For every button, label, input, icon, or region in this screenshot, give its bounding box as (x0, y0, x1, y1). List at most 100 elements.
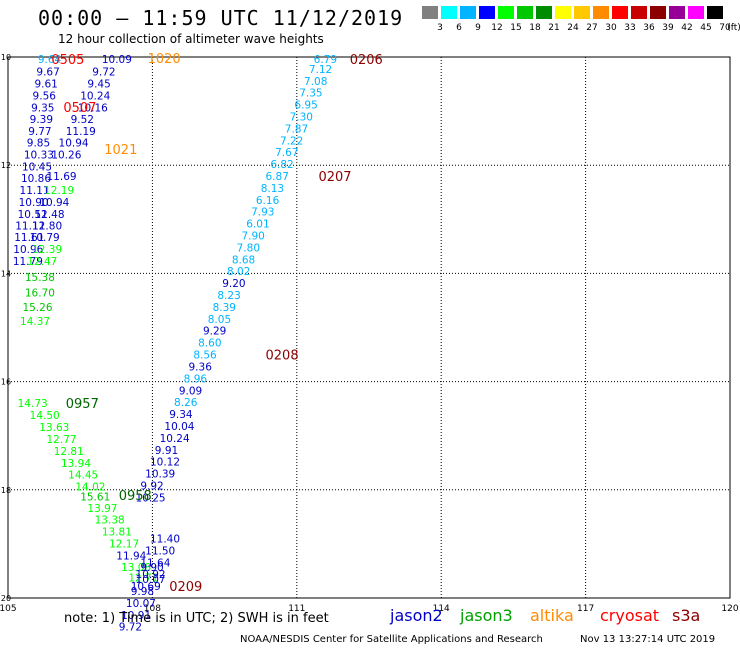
wave-height-label: 14.50 (30, 410, 60, 422)
wave-height-label: 9.36 (189, 361, 213, 373)
legend-label: 30 (605, 23, 617, 33)
wave-height-label: 9.52 (71, 114, 94, 126)
legend-swatch (631, 6, 647, 19)
wave-height-label: 12.77 (47, 434, 77, 446)
pass-time-label: 1020 (148, 52, 181, 67)
wave-height-label: 6.87 (266, 171, 289, 183)
lat-tick-label: 12 (1, 161, 11, 170)
wave-height-label: 10.90 (19, 197, 49, 209)
wave-height-label: 7.30 (290, 112, 313, 124)
legend-unit: (ft) (727, 23, 740, 33)
satellite-label-altika: altika (530, 606, 574, 625)
legend-label: 9 (475, 23, 481, 33)
wave-height-label: 8.23 (217, 290, 240, 302)
legend-label: 18 (529, 23, 541, 33)
wave-height-label: 11.64 (140, 557, 170, 569)
wave-height-label: 7.12 (309, 64, 332, 76)
pass-time-label: 0206 (350, 53, 383, 68)
wave-height-label: 10.39 (145, 469, 175, 481)
wave-height-label: 10.69 (131, 581, 161, 593)
wave-height-label: 12.47 (27, 256, 57, 268)
legend-label: 27 (586, 23, 598, 33)
legend-swatch (498, 6, 514, 19)
wave-height-label: 14.73 (18, 398, 48, 410)
wave-height-label: 10.25 (136, 492, 166, 504)
wave-height-label: 11.69 (47, 171, 77, 183)
legend-label: 3 (437, 23, 443, 33)
lon-tick-label: 117 (577, 604, 594, 614)
satellite-label-s3a: s3a (672, 606, 701, 625)
wave-height-label: 11.12 (15, 220, 45, 232)
wave-height-label: 13.38 (95, 515, 125, 527)
satellite-label-jason3: jason3 (460, 606, 513, 625)
wave-height-label: 6.79 (314, 54, 337, 66)
wave-height-label: 10.79 (30, 232, 60, 244)
wave-height-label: 12.19 (44, 185, 74, 197)
wave-height-label: 6.95 (294, 100, 317, 112)
wave-height-label: 7.22 (280, 135, 303, 147)
wave-height-label: 9.61 (34, 79, 57, 91)
wave-height-label: 8.02 (227, 266, 250, 278)
wave-height-label: 8.39 (213, 302, 236, 314)
page-title: 00:00 – 11:59 UTC 11/12/2019 (38, 6, 404, 30)
wave-height-label: 11.94 (116, 550, 146, 562)
lon-tick-label: 120 (721, 604, 738, 614)
wave-height-label: 6.82 (270, 159, 293, 171)
pass-time-label: 0208 (266, 349, 299, 364)
wave-height-label: 12.39 (32, 244, 62, 256)
pass-time-label: 0507 (63, 101, 96, 116)
wave-height-label: 10.24 (80, 90, 110, 102)
satellite-label-jason2: jason2 (390, 606, 443, 625)
wave-height-label: 12.17 (109, 538, 139, 550)
legend-swatch (555, 6, 571, 19)
legend-label: 42 (681, 23, 693, 33)
wave-height-label: 7.08 (304, 76, 327, 88)
wave-height-label: 9.92 (140, 480, 163, 492)
wave-height-label: 9.85 (27, 137, 50, 149)
wave-height-label: 10.92 (136, 569, 166, 581)
pass-time-label: 1021 (104, 143, 137, 158)
wave-height-label: 9.98 (131, 586, 154, 598)
legend-label: 45 (700, 23, 712, 33)
wave-height-label: 10.91 (121, 610, 151, 622)
wave-height-label: 7.93 (251, 207, 274, 219)
wave-height-label: 11.80 (32, 220, 62, 232)
wave-height-label: 10.45 (22, 161, 52, 173)
legend-label: 21 (548, 23, 560, 33)
wave-height-label: 16.70 (25, 287, 55, 299)
lat-tick-label: 18 (1, 486, 11, 495)
wave-height-label: 11.19 (66, 126, 96, 138)
wave-height-label: 11.50 (145, 545, 175, 557)
subtitle: 12 hour collection of altimeter wave hei… (58, 32, 324, 46)
legend-swatch (669, 6, 685, 19)
pass-time-label: 0209 (169, 580, 202, 595)
wave-height-label: 8.13 (261, 183, 284, 195)
legend-swatch (536, 6, 552, 19)
wave-height-label: 15.38 (25, 272, 55, 284)
legend-label: 24 (567, 23, 579, 33)
wave-height-label: 13.94 (61, 458, 91, 470)
wave-height-label: 12.81 (54, 446, 84, 458)
wave-height-label: 14.02 (75, 482, 105, 494)
wave-height-label: 11.40 (150, 533, 180, 545)
wave-height-label: 9.56 (33, 90, 57, 102)
wave-height-label: 6.01 (246, 219, 269, 231)
wave-height-label: 10.94 (59, 137, 89, 149)
wave-height-label: 9.72 (92, 67, 115, 79)
legend-swatch (517, 6, 533, 19)
legend-label: 70 (719, 23, 731, 33)
wave-height-label: 10.07 (126, 598, 156, 610)
map-frame (7, 56, 731, 599)
legend-swatch (441, 6, 457, 19)
legend-swatch (460, 6, 476, 19)
satellite-label-cryosat: cryosat (600, 606, 660, 625)
wave-height-label: 8.56 (193, 350, 217, 362)
wave-height-label: 12.71 (128, 572, 158, 584)
wave-height-label: 11.48 (34, 209, 64, 221)
wave-height-label: 8.60 (198, 338, 221, 350)
credit-text: NOAA/NESDIS Center for Satellite Applica… (240, 634, 543, 645)
wave-height-label: 10.96 (13, 244, 43, 256)
timestamp: Nov 13 13:27:14 UTC 2019 (580, 634, 716, 645)
legend-swatch (479, 6, 495, 19)
